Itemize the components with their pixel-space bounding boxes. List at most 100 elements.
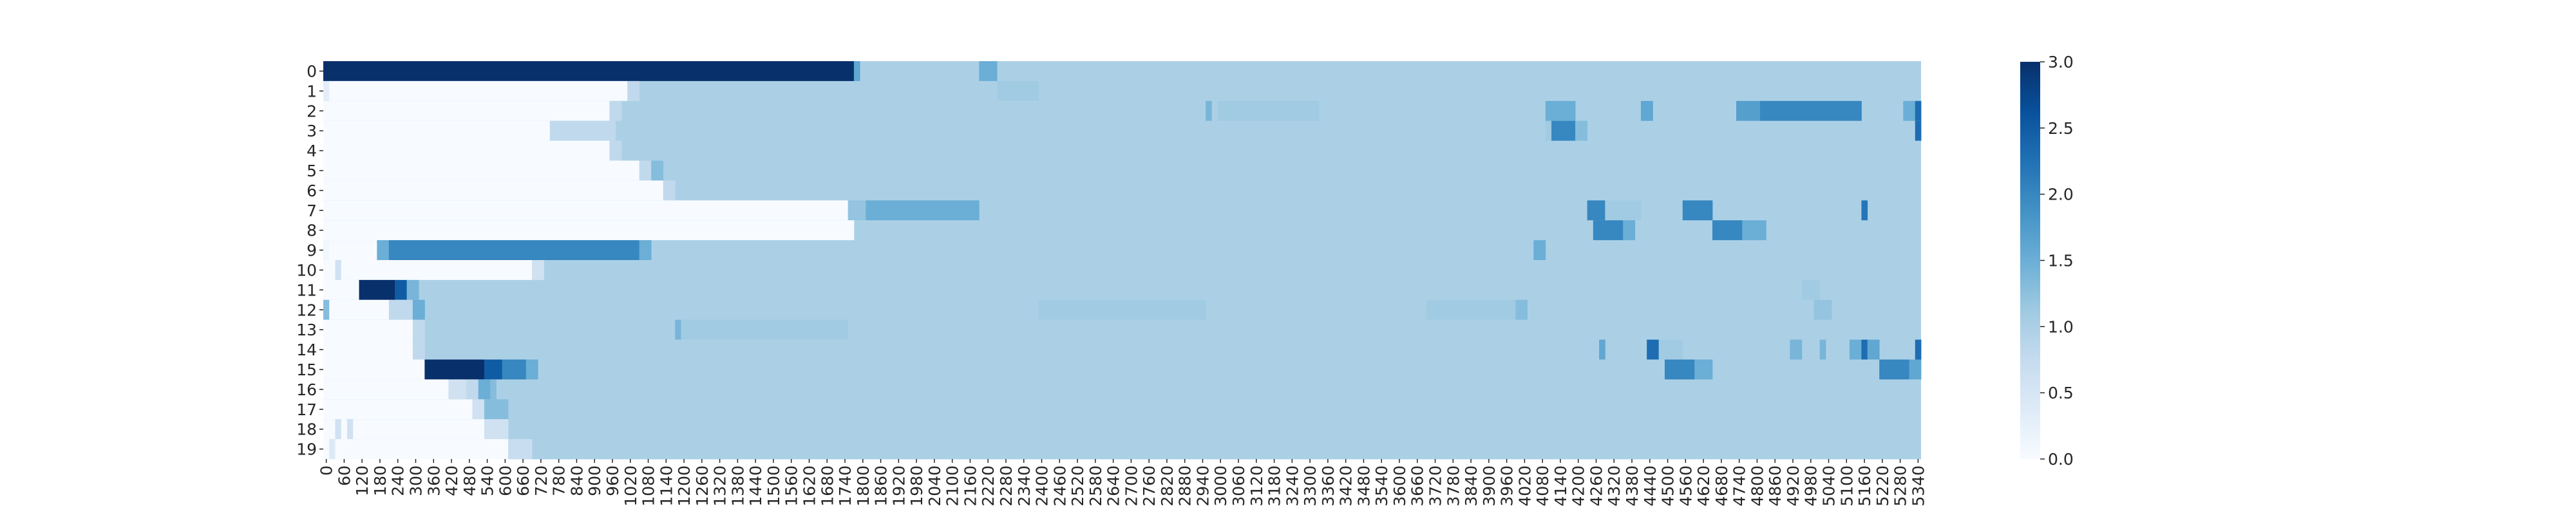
x-tick-label: 2340 (1015, 465, 1034, 507)
x-tick-label: 3240 (1283, 465, 1302, 507)
x-tick-label: 3000 (1211, 465, 1230, 507)
colorbar-tick-label: 3.0 (2048, 53, 2074, 71)
x-tick-label: 4740 (1730, 465, 1749, 507)
y-tick-label: 3 (307, 122, 317, 140)
x-tick-label: 5100 (1837, 465, 1856, 507)
y-tick-label: 16 (296, 380, 317, 399)
x-tick-label: 1500 (764, 465, 783, 507)
heatmap-cell (347, 419, 354, 440)
heatmap-row-13 (323, 319, 1921, 341)
heatmap-cell (329, 80, 628, 102)
heatmap-cell (1909, 359, 1922, 380)
x-tick-label: 4800 (1748, 465, 1766, 507)
heatmap-cell (323, 399, 473, 420)
x-tick-label: 3780 (1444, 465, 1463, 507)
heatmap-cell (335, 260, 342, 281)
x-tick-label: 3420 (1337, 465, 1356, 507)
heatmap-cell (1790, 339, 1803, 360)
x-tick-label: 420 (442, 465, 461, 496)
x-tick-label: 2640 (1104, 465, 1123, 507)
heatmap-cell (1640, 100, 1653, 122)
x-tick-label: 1860 (872, 465, 891, 507)
x-tick-label: 5220 (1873, 465, 1892, 507)
y-tick-label: 13 (296, 321, 317, 339)
heatmap-cell (1587, 200, 1605, 221)
x-tick-label: 660 (514, 465, 533, 496)
heatmap-cell (323, 160, 640, 181)
heatmap-cell (323, 120, 551, 142)
x-tick-label: 3900 (1480, 465, 1499, 507)
heatmap-cell (507, 439, 533, 460)
heatmap-cell (1682, 200, 1713, 221)
x-tick-label: 2700 (1122, 465, 1141, 507)
x-tick-label: 0 (317, 465, 336, 476)
x-tick-label: 3600 (1390, 465, 1409, 507)
y-tick-label: 9 (307, 241, 317, 260)
x-tick-label: 3660 (1408, 465, 1427, 507)
heatmap-cell (1849, 339, 1862, 360)
colorbar-ticks: 0.0 0.5 1.0 1.5 2.0 2.5 3.0 (2040, 53, 2074, 469)
x-tick-label: 3960 (1498, 465, 1517, 507)
heatmap-cell (1915, 339, 1922, 360)
heatmap-cell (1658, 339, 1683, 360)
heatmap-cell (359, 279, 395, 301)
y-tick-label: 4 (307, 142, 317, 160)
heatmap-cell (1217, 100, 1320, 122)
heatmap-cell (1694, 359, 1713, 380)
x-tick-label: 2460 (1050, 465, 1069, 507)
x-tick-label: 5040 (1820, 465, 1839, 507)
heatmap-cell (1664, 359, 1695, 380)
x-tick-label: 1920 (889, 465, 908, 507)
x-tick-label: 2880 (1176, 465, 1195, 507)
x-tick-label: 4860 (1766, 465, 1785, 507)
heatmap-cell (323, 240, 330, 261)
heatmap-cell (675, 319, 681, 341)
y-tick-label: 14 (296, 341, 317, 359)
x-tick-label: 780 (550, 465, 569, 496)
heatmap-cell (335, 419, 342, 440)
heatmap-cell (1528, 299, 1546, 321)
heatmap-cell (323, 140, 610, 161)
x-tick-label: 1260 (693, 465, 712, 507)
x-tick-label: 2220 (979, 465, 998, 507)
heatmap-cell (526, 359, 538, 380)
x-tick-label: 2040 (925, 465, 944, 507)
heatmap-cell (853, 61, 860, 82)
x-tick-label: 1980 (907, 465, 926, 507)
x-tick-label: 3180 (1265, 465, 1284, 507)
y-tick-label: 6 (307, 182, 317, 200)
y-tick-label: 5 (307, 162, 317, 180)
heatmap-cell (1915, 120, 1922, 142)
heatmap-cell (979, 61, 998, 82)
heatmap-row-15 (323, 359, 1921, 380)
x-tick-label: 540 (478, 465, 497, 496)
x-tick-label: 2820 (1158, 465, 1177, 507)
heatmap-cell (663, 180, 676, 201)
heatmap-cell (323, 359, 425, 380)
heatmap-row-11 (323, 279, 1921, 301)
x-tick-label: 2580 (1086, 465, 1105, 507)
y-tick-label: 11 (296, 281, 317, 299)
x-tick-label: 5340 (1909, 465, 1927, 507)
x-tick-label: 3480 (1354, 465, 1373, 507)
colorbar-tick-label: 0.5 (2048, 384, 2074, 402)
x-tick-label: 4560 (1676, 465, 1695, 507)
x-tick-labels: 0601201802403003604204805406006607207808… (317, 459, 1927, 507)
x-tick-label: 960 (603, 465, 622, 496)
heatmap-cell (329, 240, 377, 261)
x-tick-label: 3540 (1372, 465, 1391, 507)
y-tick-label: 10 (296, 261, 317, 279)
x-tick-label: 1020 (621, 465, 640, 507)
heatmap-cell (1861, 200, 1868, 221)
heatmap-cell (866, 200, 980, 221)
x-tick-label: 5160 (1855, 465, 1874, 507)
heatmap-cell (1206, 100, 1212, 122)
heatmap-cell (1533, 240, 1546, 261)
colorbar (2020, 62, 2040, 459)
heatmap-cell (484, 399, 509, 420)
heatmap-cell (323, 339, 413, 360)
heatmap-cell (323, 299, 330, 321)
heatmap-cell (848, 200, 866, 221)
heatmap-cells (323, 61, 1922, 460)
